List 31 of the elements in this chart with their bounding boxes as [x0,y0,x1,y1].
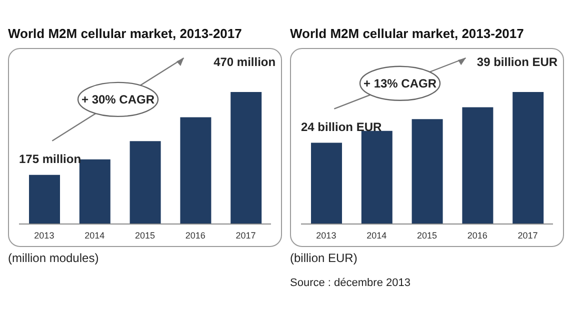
annotation: + 30% CAGR [81,92,155,106]
source-note: Source : décembre 2013 [290,277,412,289]
x-tick-label: 2016 [185,230,206,240]
bar [130,141,161,224]
bar [412,119,443,224]
bar [29,174,60,224]
x-tick-label: 2013 [316,230,336,240]
bar [180,117,212,224]
x-tick-label: 2015 [134,230,156,240]
bar [361,130,392,224]
bar [311,142,342,224]
text: (billion EUR) [290,251,358,265]
x-tick-label: 2013 [34,230,54,240]
text: + 13% CAGR [363,76,437,90]
x-tick-label: 2015 [416,230,438,240]
bar [462,107,494,224]
bar [512,92,544,224]
data-label: 24 billion EUR [301,120,382,134]
bar [230,92,262,224]
data-label: 39 billion EUR [476,55,558,69]
x-tick-label: 2014 [84,230,105,240]
chart-title: World M2M cellular market, 2013-2017 [8,26,243,43]
text: (million modules) [8,251,100,265]
bar [79,159,110,224]
x-tick-label: 2017 [518,230,538,240]
data-label: 470 million [214,55,276,69]
data-label: 175 million [19,152,82,166]
x-tick-label: 2016 [467,230,488,240]
x-tick-label: 2017 [236,230,256,240]
x-tick-label: 2014 [366,230,387,240]
chart-title: World M2M cellular market, 2013-2017 [290,26,525,43]
